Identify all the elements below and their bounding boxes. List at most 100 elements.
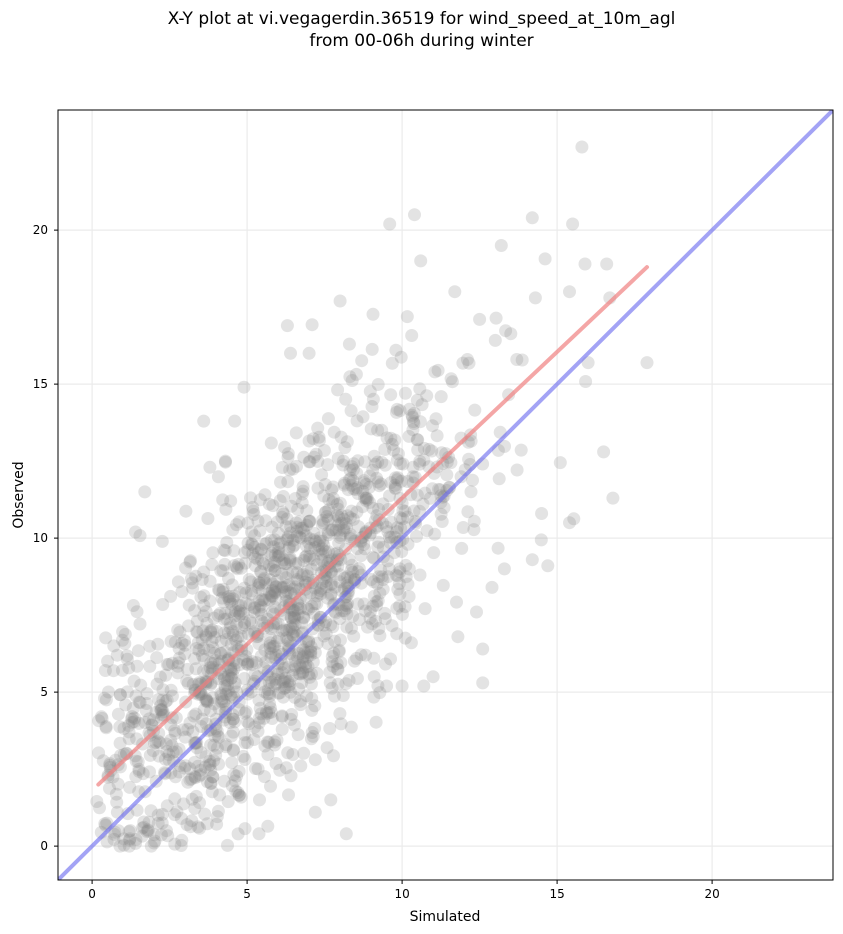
scatter-point xyxy=(222,651,236,665)
scatter-point xyxy=(339,517,353,531)
scatter-point xyxy=(238,706,252,720)
scatter-point xyxy=(169,745,183,759)
scatter-point xyxy=(268,564,282,578)
scatter-point xyxy=(401,537,415,551)
scatter-point xyxy=(318,506,332,519)
scatter-point xyxy=(371,475,385,489)
scatter-point xyxy=(314,548,328,561)
scatter-point xyxy=(212,702,226,716)
scatter-point xyxy=(230,518,243,532)
scatter-point xyxy=(179,759,193,773)
scatter-point xyxy=(287,610,301,624)
scatter-point xyxy=(395,545,409,558)
scatter-point xyxy=(439,447,453,461)
scatter-point xyxy=(352,520,365,534)
scatter-point xyxy=(297,554,311,567)
scatter-point xyxy=(307,553,321,567)
scatter-point xyxy=(115,663,129,677)
scatter-point xyxy=(141,824,155,838)
scatter-point xyxy=(265,584,279,598)
scatter-point xyxy=(203,460,217,474)
scatter-point xyxy=(359,477,373,491)
scatter-point xyxy=(237,380,251,394)
scatter-point xyxy=(312,543,326,557)
scatter-point xyxy=(366,550,380,564)
scatter-point xyxy=(344,404,358,418)
scatter-point xyxy=(383,530,396,544)
scatter-point xyxy=(188,801,202,815)
scatter-point xyxy=(189,642,203,655)
scatter-point xyxy=(216,582,230,596)
scatter-point xyxy=(347,654,361,668)
scatter-point xyxy=(389,568,403,582)
scatter-point xyxy=(417,453,431,467)
scatter-point xyxy=(233,604,247,618)
scatter-point xyxy=(291,651,305,665)
scatter-point xyxy=(197,589,211,603)
scatter-point xyxy=(300,504,314,517)
scatter-point xyxy=(302,536,316,550)
scatter-point xyxy=(323,665,337,679)
scatter-point xyxy=(381,570,395,584)
scatter-point xyxy=(567,512,581,526)
scatter-point xyxy=(95,711,109,725)
scatter-point xyxy=(274,536,287,550)
scatter-point xyxy=(94,710,108,724)
scatter-point xyxy=(315,468,329,482)
scatter-point xyxy=(325,655,339,669)
scatter-point xyxy=(201,664,215,678)
scatter-point xyxy=(257,557,270,571)
scatter-point xyxy=(265,675,279,689)
scatter-point xyxy=(373,586,387,600)
scatter-point xyxy=(226,628,240,642)
scatter-point xyxy=(333,575,347,589)
scatter-point xyxy=(203,661,217,675)
scatter-point xyxy=(148,834,162,848)
scatter-point xyxy=(272,549,286,563)
scatter-point xyxy=(110,795,124,809)
scatter-point xyxy=(248,529,261,543)
scatter-point xyxy=(468,403,482,417)
scatter-point xyxy=(408,208,421,222)
scatter-point xyxy=(367,575,381,589)
scatter-point xyxy=(178,730,192,744)
scatter-point xyxy=(450,595,463,609)
chart-title-line-2: from 00-06h during winter xyxy=(309,31,534,51)
scatter-point xyxy=(301,645,315,659)
scatter-point xyxy=(197,414,211,428)
scatter-point xyxy=(213,788,227,802)
scatter-point xyxy=(207,738,221,752)
scatter-point xyxy=(440,484,454,497)
scatter-point xyxy=(192,685,206,699)
scatter-point xyxy=(204,704,217,718)
scatter-point xyxy=(331,663,345,676)
scatter-point xyxy=(295,487,309,501)
scatter-point xyxy=(195,633,209,647)
scatter-point xyxy=(146,744,160,758)
scatter-point xyxy=(311,454,325,468)
scatter-point xyxy=(279,571,293,585)
scatter-point xyxy=(326,620,340,634)
scatter-point xyxy=(281,533,294,547)
scatter-point xyxy=(113,688,127,702)
scatter-point xyxy=(277,507,291,521)
scatter-point xyxy=(253,701,267,715)
scatter-point xyxy=(238,556,252,570)
scatter-point xyxy=(135,829,149,843)
scatter-point xyxy=(346,474,360,488)
scatter-point xyxy=(262,706,276,720)
scatter-point xyxy=(180,674,194,688)
scatter-point xyxy=(575,140,589,154)
scatter-point xyxy=(281,530,295,544)
scatter-point xyxy=(242,717,256,731)
scatter-point xyxy=(259,655,273,669)
scatter-point xyxy=(239,649,253,663)
scatter-point xyxy=(425,444,439,458)
scatter-point xyxy=(379,657,392,671)
scatter-point xyxy=(374,477,388,491)
scatter-point xyxy=(137,820,151,834)
scatter-point xyxy=(209,712,223,726)
scatter-point xyxy=(292,556,305,570)
scatter-point xyxy=(200,616,214,630)
scatter-point xyxy=(300,518,314,532)
